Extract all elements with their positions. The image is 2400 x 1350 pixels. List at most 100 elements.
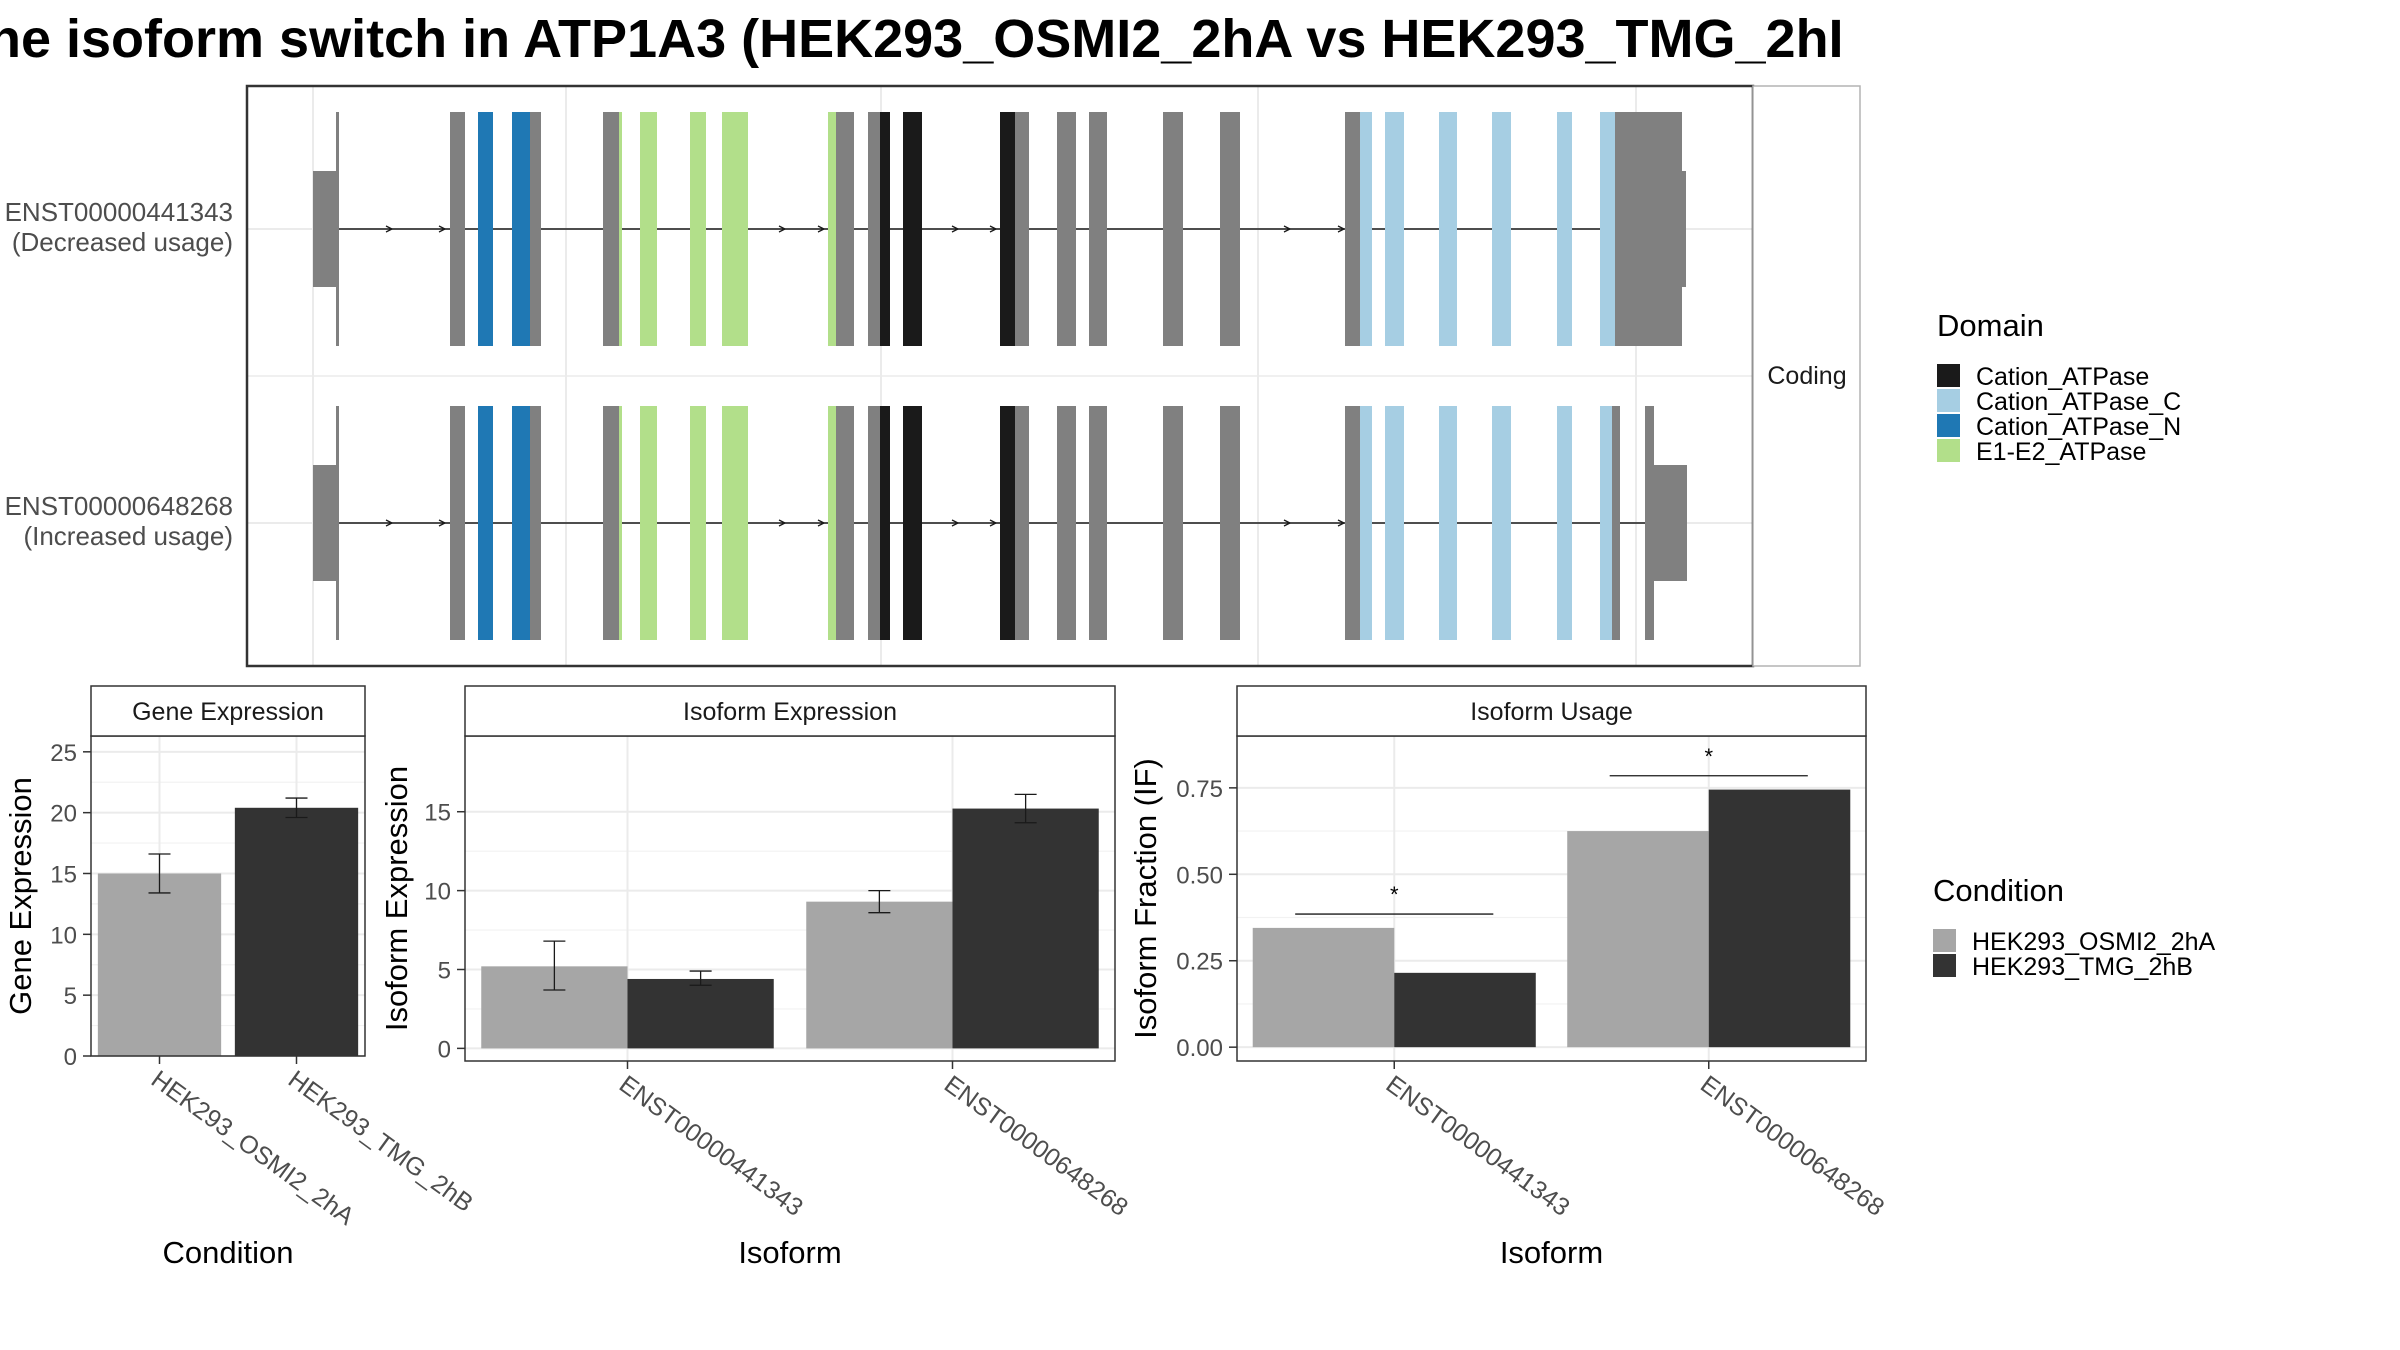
intron-direction-arrow [385,519,394,527]
exon-block [903,406,922,640]
exon-block [1439,112,1457,346]
legend-domain-label: Cation_ATPase_N [1976,413,2181,441]
bar [97,873,222,1056]
legend-condition-key [1933,954,1956,977]
exon-block [722,112,748,346]
bar [1394,972,1536,1048]
intron-direction-arrow [951,519,960,527]
exon-block [1089,406,1107,640]
legend-condition-label: HEK293_OSMI2_2hA [1972,928,2216,956]
exon-block [1057,406,1076,640]
exon-block [836,112,854,346]
exon-block [640,112,657,346]
exon-block [690,112,706,346]
legend-condition-title: Condition [1933,873,2064,908]
utr-block [1654,465,1687,581]
exon-block [1163,406,1183,640]
intron-direction-arrow [385,225,394,233]
x-tick-label: ENST00000648268 [1695,1070,1889,1222]
panel-1-strip [464,685,1116,737]
exon-block [478,112,493,346]
intron-direction-arrow [1337,225,1346,233]
transcript-usage-label: (Decreased usage) [12,227,233,257]
legend-condition-label: HEK293_TMG_2hB [1972,953,2193,981]
exon-block [1385,406,1404,640]
panel-0-y-axis-label: Gene Expression [3,777,38,1015]
x-tick-label: ENST00000648268 [939,1070,1133,1222]
utr-block [313,465,337,581]
panel-1-x-axis-label: Isoform [738,1235,841,1270]
utr-block [313,171,337,287]
legend-domain-key [1937,389,1960,412]
panel-2-y-axis-label: Isoform Fraction (IF) [1128,758,1163,1039]
intron-direction-arrow [778,519,787,527]
intron-direction-arrow [778,225,787,233]
y-tick-label: 0.50 [1176,862,1223,889]
exon-block [903,112,922,346]
panel-0-strip-title: Gene Expression [132,698,324,726]
y-tick-label: 0.25 [1176,949,1223,976]
exon-block [1615,112,1682,346]
exon-block [1000,112,1015,346]
y-tick-label: 10 [50,922,77,949]
exon-block [1089,112,1107,346]
y-tick-label: 0 [438,1036,451,1063]
y-tick-label: 25 [50,740,77,767]
bar [952,808,1099,1049]
exon-block [530,406,541,640]
utr-block [1682,171,1686,287]
exon-block [512,406,530,640]
exon-block [619,112,622,346]
exon-block [868,112,880,346]
exon-block [1015,406,1029,640]
legend-domain-key [1937,439,1960,462]
y-tick-label: 15 [50,861,77,888]
bar [234,807,359,1056]
x-tick-label: ENST00000441343 [614,1070,808,1222]
exon-block [828,112,836,346]
intron-direction-arrow [1283,225,1292,233]
exon-block [512,112,530,346]
exon-block [1360,406,1372,640]
bar [1708,789,1851,1048]
exon-block [1492,406,1511,640]
bar [1567,831,1709,1048]
y-tick-label: 5 [438,957,451,984]
intron-direction-arrow [1283,519,1292,527]
exon-block [640,406,657,640]
exon-block [722,406,748,640]
panel-0-strip [90,685,366,737]
strip-coding-bg [1752,85,1861,667]
exon-block [478,406,493,640]
exon-block [1163,112,1183,346]
exon-block [880,112,890,346]
intron-direction-arrow [438,519,447,527]
exon-block [1557,112,1572,346]
exon-block [868,406,880,640]
figure-title: he isoform switch in ATP1A3 (HEK293_OSMI… [0,9,1844,69]
intron-direction-arrow [1337,519,1346,527]
exon-block [1345,112,1360,346]
legend-domain-label: E1-E2_ATPase [1976,438,2146,466]
exon-block [1492,112,1511,346]
legend-domain-key [1937,364,1960,387]
panel-2-strip [1236,685,1867,737]
exon-block [836,406,854,640]
x-tick-label: ENST00000441343 [1381,1070,1575,1222]
exon-block [336,112,339,346]
bar [806,901,953,1049]
y-tick-label: 20 [50,801,77,828]
panel-2-strip-title: Isoform Usage [1470,698,1633,726]
legend-domain-label: Cation_ATPase [1976,363,2149,391]
y-tick-label: 10 [424,879,451,906]
exon-block [690,406,706,640]
strip-label-coding: Coding [1767,362,1846,390]
significance-star: * [1704,744,1713,769]
exon-block [1612,406,1620,640]
exon-block [1385,112,1404,346]
exon-block [1345,406,1360,640]
y-tick-label: 5 [64,983,77,1010]
exon-block [1645,406,1654,640]
intron-direction-arrow [817,519,826,527]
